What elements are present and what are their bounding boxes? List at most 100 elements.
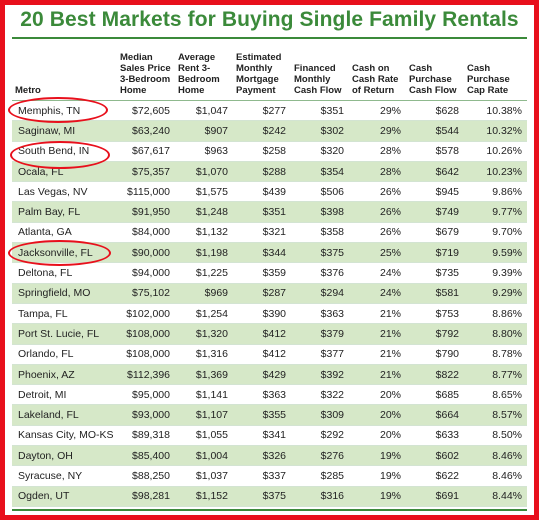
value-cell: 10.38% [464,100,527,122]
value-cell: $1,004 [175,445,233,467]
value-cell: $95,000 [117,384,175,406]
value-cell: 21% [349,364,406,386]
value-cell: $359 [233,262,291,284]
value-cell: $88,250 [117,465,175,487]
table-row: Lakeland, FL $93,000 $1,107 $355 $309 20% $664… [12,404,527,426]
value-cell: $1,316 [175,344,233,365]
value-cell: 20% [349,425,406,447]
highlight-oval-south-bend [10,141,110,169]
value-cell: $63,240 [117,120,175,142]
value-cell: $1,070 [175,161,233,183]
value-cell: $89,318 [117,425,175,447]
value-cell: $309 [291,404,349,426]
value-cell: 26% [349,201,406,223]
bottom-divider [12,509,527,511]
table-row: Palm Bay, FL $91,950 $1,248 $351 $398 26% $749… [12,201,527,223]
value-cell: $412 [233,344,291,365]
value-cell: $375 [291,242,349,264]
value-cell: $735 [406,262,464,284]
value-cell: 9.59% [464,242,527,264]
value-cell: $945 [406,181,464,203]
value-cell: $602 [406,445,464,467]
value-cell: $363 [291,303,349,325]
metro-cell: Springfield, MO [12,283,117,304]
value-cell: $377 [291,344,349,365]
metro-cell: Deltona, FL [12,262,117,284]
value-cell: $344 [233,242,291,264]
value-cell: $429 [233,364,291,386]
value-cell: 8.57% [464,404,527,426]
table-row: Deltona, FL $94,000 $1,225 $359 $376 24% $735 9… [12,262,527,284]
value-cell: $108,000 [117,323,175,345]
value-cell: 9.86% [464,181,527,203]
value-cell: $85,400 [117,445,175,467]
table-header-row: Metro Median Sales Price 3-Bedroom Home Av… [12,40,527,101]
value-cell: $628 [406,100,464,122]
value-cell: $1,248 [175,201,233,223]
value-cell: 9.77% [464,201,527,223]
value-cell: 24% [349,262,406,284]
value-cell: $292 [291,425,349,447]
title-divider [12,37,527,39]
value-cell: $379 [291,323,349,345]
value-cell: $679 [406,222,464,244]
value-cell: 29% [349,120,406,142]
value-cell: $112,396 [117,364,175,386]
value-cell: $322 [291,384,349,406]
value-cell: $1,055 [175,425,233,447]
value-cell: $355 [233,404,291,426]
value-cell: $1,225 [175,262,233,284]
value-cell: $302 [291,120,349,142]
value-cell: $1,141 [175,384,233,406]
metro-cell: Orlando, FL [12,344,117,365]
value-cell: $98,281 [117,486,175,507]
value-cell: $93,000 [117,404,175,426]
table-row: Las Vegas, NV $115,000 $1,575 $439 $506 26% $9… [12,181,527,203]
value-cell: $84,000 [117,222,175,244]
table-row: Tampa, FL $102,000 $1,254 $390 $363 21% $753 8.… [12,303,527,325]
value-cell: $363 [233,384,291,406]
value-cell: 8.65% [464,384,527,406]
value-cell: $790 [406,344,464,365]
column-header: Metro [12,40,117,101]
metro-cell: Syracuse, NY [12,465,117,487]
value-cell: $75,102 [117,283,175,304]
value-cell: 21% [349,303,406,325]
value-cell: $90,000 [117,242,175,264]
value-cell: $337 [233,465,291,487]
value-cell: $102,000 [117,303,175,325]
value-cell: 9.39% [464,262,527,284]
value-cell: $358 [291,222,349,244]
value-cell: $108,000 [117,344,175,365]
table-row: Port St. Lucie, FL $108,000 $1,320 $412 $379… [12,323,527,345]
highlight-oval-jacksonville [8,240,111,266]
value-cell: $285 [291,465,349,487]
value-cell: $288 [233,161,291,183]
value-cell: $351 [233,201,291,223]
column-header: Cash Purchase Cash Flow [406,40,464,101]
value-cell: $1,320 [175,323,233,345]
table-row: Ocala, FL $75,357 $1,070 $288 $354 28% $642 10.… [12,161,527,183]
value-cell: $67,617 [117,141,175,162]
value-cell: 8.46% [464,445,527,467]
value-cell: $354 [291,161,349,183]
value-cell: $544 [406,120,464,142]
value-cell: $633 [406,425,464,447]
value-cell: $412 [233,323,291,345]
value-cell: $75,357 [117,161,175,183]
value-cell: $439 [233,181,291,203]
value-cell: 20% [349,384,406,406]
value-cell: 8.86% [464,303,527,325]
table-row: Orlando, FL $108,000 $1,316 $412 $377 21% $790… [12,344,527,365]
value-cell: $326 [233,445,291,467]
value-cell: $963 [175,141,233,162]
value-cell: 28% [349,141,406,162]
metro-cell: Tampa, FL [12,303,117,325]
value-cell: $1,107 [175,404,233,426]
value-cell: $320 [291,141,349,162]
metro-cell: Saginaw, MI [12,120,117,142]
value-cell: $341 [233,425,291,447]
table-row: Phoenix, AZ $112,396 $1,369 $429 $392 21% $822… [12,364,527,386]
column-header: Cash Purchase Cap Rate [464,40,527,101]
